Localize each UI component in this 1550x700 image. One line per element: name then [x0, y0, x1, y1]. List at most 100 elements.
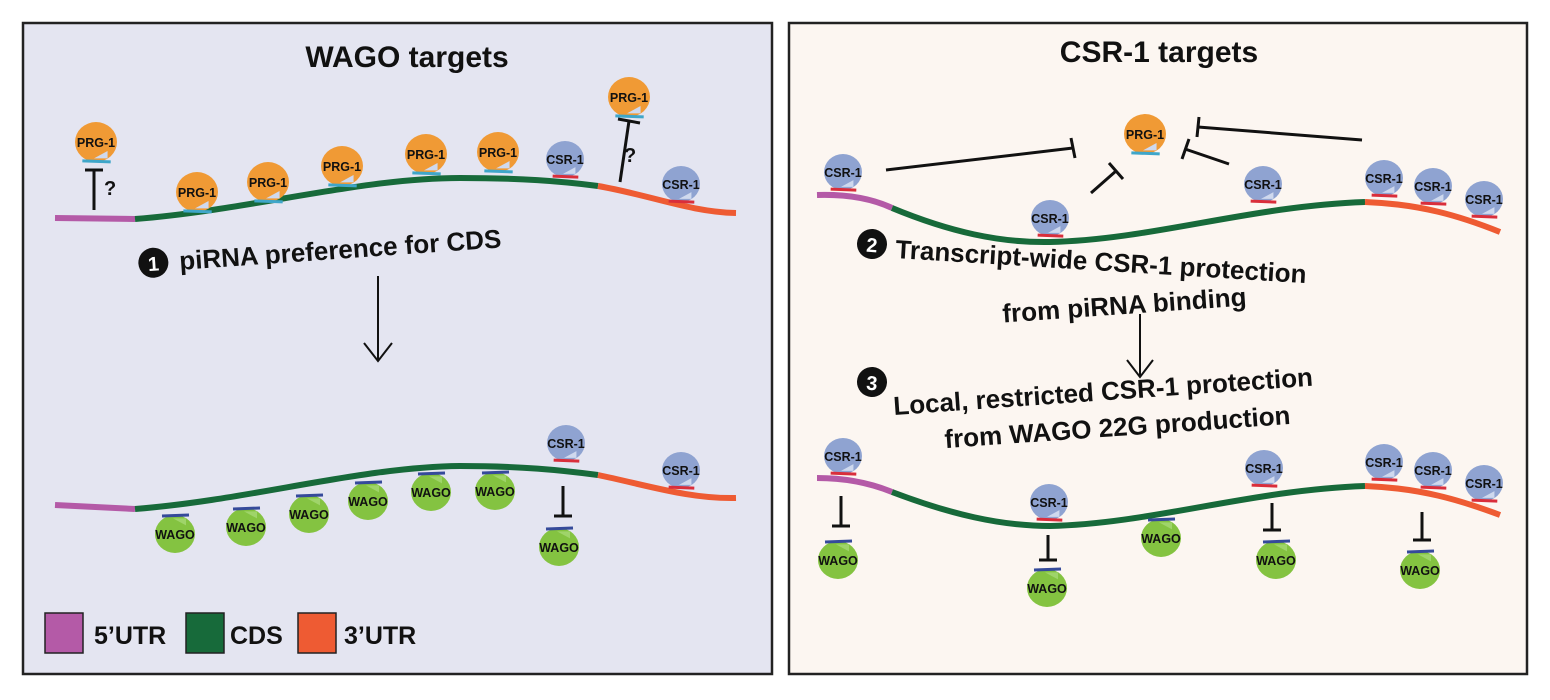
- prg1-protein: PRG-1: [176, 172, 218, 214]
- wago-protein: WAGO: [348, 480, 388, 520]
- prg1-label: PRG-1: [1126, 128, 1164, 142]
- step-3-number: 3: [866, 373, 879, 396]
- prg1-small-rna: [615, 114, 644, 119]
- cds-segment: [890, 483, 1366, 530]
- wago-pocket: [1045, 572, 1058, 580]
- csr1-label: CSR-1: [1245, 462, 1283, 476]
- prg1-protein: PRG-1: [608, 77, 650, 119]
- inhibition-line: [1090, 162, 1125, 195]
- left-panel-frame: [21, 21, 774, 676]
- csr1-label: CSR-1: [1465, 193, 1503, 207]
- csr1-small-rna: [1471, 214, 1498, 219]
- wago-protein: WAGO: [818, 539, 858, 579]
- wago-label: WAGO: [1027, 582, 1067, 596]
- wago-pocket: [836, 544, 849, 552]
- legend-label-cds: CDS: [230, 622, 283, 650]
- csr1-label: CSR-1: [1031, 212, 1069, 226]
- prg1-label: PRG-1: [249, 176, 287, 190]
- utr3-segment: [597, 472, 737, 502]
- wago-label: WAGO: [539, 541, 579, 555]
- wago-pocket: [366, 485, 379, 493]
- wago-small-rna: [481, 470, 510, 475]
- csr1-top-transcript: [816, 191, 1502, 246]
- csr1-protein: CSR-1: [547, 424, 585, 463]
- csr1-protein: CSR-1: [1465, 180, 1503, 219]
- wago-protein: WAGO: [1141, 517, 1181, 557]
- wago-label: WAGO: [348, 495, 388, 509]
- wago-small-rna: [1147, 517, 1176, 522]
- csr1-label: CSR-1: [662, 464, 700, 478]
- csr1-label: CSR-1: [662, 178, 700, 192]
- csr1-small-rna: [1420, 485, 1447, 490]
- prg1-protein: PRG-1: [477, 132, 519, 174]
- csr1-small-rna: [1251, 483, 1278, 488]
- down-arrow: [363, 276, 393, 363]
- csr1-pocket: [1382, 470, 1395, 477]
- inhibition-mark: [617, 117, 641, 183]
- wago-pocket: [493, 475, 506, 483]
- wago-protein: WAGO: [475, 470, 515, 510]
- csr1-protein: CSR-1: [1414, 451, 1452, 490]
- csr1-label: CSR-1: [1365, 172, 1403, 186]
- left-panel-title: WAGO targets: [305, 41, 508, 74]
- prg1-pocket: [195, 201, 209, 209]
- wago-pocket: [557, 531, 570, 539]
- prg1-small-rna: [484, 169, 513, 174]
- wago-protein: WAGO: [289, 493, 329, 533]
- legend-swatch-utr3: [297, 612, 337, 654]
- csr1-small-rna: [668, 485, 695, 490]
- prg1-protein: PRG-1: [405, 134, 447, 176]
- csr1-small-rna: [552, 174, 579, 179]
- prg1-label: PRG-1: [178, 186, 216, 200]
- csr1-label: CSR-1: [547, 437, 585, 451]
- csr1-small-rna: [1371, 193, 1398, 198]
- csr1-small-rna: [668, 199, 695, 204]
- wago-pocket: [1274, 544, 1287, 552]
- wago-pocket: [1418, 554, 1431, 562]
- prg1-pocket: [266, 191, 280, 199]
- csr1-pocket: [841, 180, 854, 187]
- prg1-small-rna: [1131, 151, 1160, 156]
- cds-segment: [134, 462, 599, 512]
- wago-pocket: [173, 518, 186, 526]
- prg1-small-rna: [183, 209, 212, 214]
- prg1-label: PRG-1: [77, 136, 115, 150]
- prg1-label: PRG-1: [479, 146, 517, 160]
- csr1-bottom-transcript: [816, 475, 1502, 530]
- wago-pocket: [429, 476, 442, 484]
- inhibition-line: [1195, 116, 1363, 142]
- wago-small-rna: [232, 506, 261, 511]
- prg1-small-rna: [82, 159, 111, 164]
- inhibition-mark: [1039, 535, 1057, 562]
- legend-label-utr5: 5’UTR: [94, 622, 166, 650]
- csr1-protein: CSR-1: [824, 437, 862, 476]
- csr1-pocket: [1262, 476, 1275, 483]
- wago-small-rna: [1406, 549, 1435, 554]
- inhibition-mark: [1413, 512, 1431, 542]
- prg1-small-rna: [412, 171, 441, 176]
- csr1-small-rna: [1036, 517, 1063, 522]
- step-1-number: 1: [147, 253, 160, 276]
- wago-label: WAGO: [1400, 564, 1440, 578]
- prg1-protein: PRG-1: [75, 122, 117, 164]
- utr5-segment: [54, 502, 136, 512]
- utr3-segment: [1364, 199, 1502, 235]
- legend-label-utr3: 3’UTR: [344, 622, 416, 650]
- prg1-small-rna: [254, 199, 283, 204]
- step-1-badge: [138, 247, 169, 278]
- wago-label: WAGO: [1256, 554, 1296, 568]
- csr1-protein: CSR-1: [1365, 443, 1403, 482]
- wago-small-rna: [824, 539, 853, 544]
- wago-protein: WAGO: [226, 506, 266, 546]
- right-panel: CSR-1 targets: [787, 21, 1529, 676]
- prg1-pocket: [627, 106, 641, 114]
- prg1-label: PRG-1: [407, 148, 445, 162]
- csr1-small-rna: [830, 471, 857, 476]
- wago-label: WAGO: [155, 528, 195, 542]
- wago-label: WAGO: [1141, 532, 1181, 546]
- wago-protein: WAGO: [411, 471, 451, 511]
- question-mark: ?: [104, 178, 116, 200]
- csr1-protein: CSR-1: [662, 165, 700, 204]
- wago-protein: WAGO: [1400, 549, 1440, 589]
- csr1-label: CSR-1: [1465, 477, 1503, 491]
